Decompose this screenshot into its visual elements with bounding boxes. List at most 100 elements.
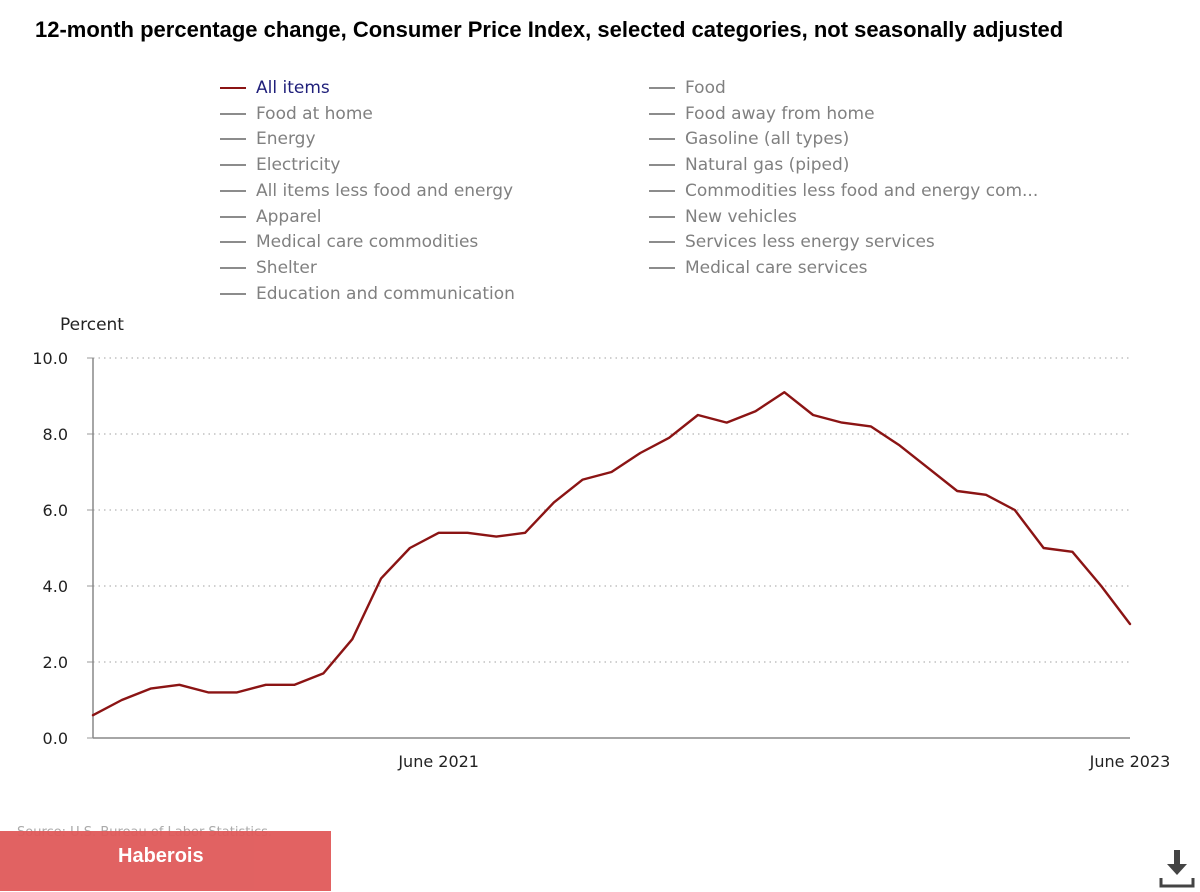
legend-swatch <box>220 189 246 192</box>
legend-label: Food away from home <box>685 103 875 124</box>
data-point <box>407 545 413 551</box>
legend-label: Education and communication <box>256 283 515 304</box>
legend-label: Natural gas (piped) <box>685 155 850 176</box>
legend-swatch <box>220 112 246 115</box>
data-point <box>925 465 931 471</box>
line-chart: 0.0 2.0 4.0 6.0 8.0 10.0 June 2021 June 2023 <box>32 349 1171 771</box>
legend-item[interactable]: Education and communication <box>220 282 515 306</box>
legend-label: Medical care services <box>685 257 868 278</box>
legend-swatch <box>220 138 246 141</box>
data-point <box>234 689 240 695</box>
legend-swatch <box>220 266 246 269</box>
data-point <box>263 682 269 688</box>
legend-item[interactable]: Apparel <box>220 205 321 229</box>
data-point <box>148 686 154 692</box>
brand-banner: Haberois <box>0 831 331 891</box>
legend-label: Medical care commodities <box>256 232 479 253</box>
data-point <box>753 408 759 414</box>
legend-label: Services less energy services <box>685 232 935 253</box>
legend-swatch <box>649 164 675 167</box>
legend-label: Commodities less food and energy com... <box>685 180 1039 201</box>
legend-item[interactable]: Shelter <box>220 256 317 280</box>
legend-label: New vehicles <box>685 206 797 227</box>
legend-label: All items less food and energy <box>256 180 514 201</box>
legend-swatch <box>649 241 675 244</box>
data-point <box>839 420 845 426</box>
legend-item[interactable]: All items <box>220 76 330 100</box>
legend-item[interactable]: Services less energy services <box>649 230 935 254</box>
legend-label: All items <box>256 78 330 98</box>
data-point <box>1069 549 1075 555</box>
legend-label: Food <box>685 78 726 98</box>
chart-title: 12-month percentage change, Consumer Pri… <box>35 17 1064 42</box>
legend-item[interactable]: Medical care commodities <box>220 230 478 254</box>
x-tick-label: June 2023 <box>1089 752 1171 771</box>
x-tick-label: June 2021 <box>397 752 479 771</box>
data-point <box>493 534 499 540</box>
data-point <box>90 712 96 718</box>
legend-swatch <box>649 266 675 269</box>
legend-label: Gasoline (all types) <box>685 129 850 150</box>
series-line-all-items <box>91 391 1132 717</box>
legend-item[interactable]: All items less food and energy <box>220 179 513 203</box>
data-point <box>378 575 384 581</box>
legend-swatch <box>649 215 675 218</box>
y-tick-label: 8.0 <box>43 425 68 444</box>
legend-swatch <box>220 241 246 244</box>
legend-swatch <box>220 164 246 167</box>
data-point <box>724 420 730 426</box>
legend-swatch <box>649 138 675 141</box>
data-point <box>522 530 528 536</box>
legend-item[interactable]: Food at home <box>220 102 373 126</box>
data-point <box>983 492 989 498</box>
legend-label: Shelter <box>256 257 317 278</box>
data-point <box>349 636 355 642</box>
data-point <box>868 423 874 429</box>
legend-item[interactable]: Electricity <box>220 153 340 177</box>
data-point <box>609 469 615 475</box>
legend-label: Food at home <box>256 103 373 124</box>
legend-swatch <box>220 87 246 89</box>
data-point <box>1127 621 1133 627</box>
legend-item[interactable]: Food <box>649 76 726 100</box>
data-point <box>464 530 470 536</box>
legend-item[interactable]: Commodities less food and energy com... <box>649 179 1038 203</box>
data-point <box>1098 583 1104 589</box>
y-tick-label: 4.0 <box>43 577 68 596</box>
data-point <box>666 435 672 441</box>
download-icon[interactable] <box>1158 848 1196 888</box>
legend-swatch <box>220 215 246 218</box>
data-point <box>205 689 211 695</box>
brand-label: Haberois <box>118 845 204 867</box>
data-point <box>1012 507 1018 513</box>
legend-swatch <box>649 112 675 115</box>
legend-label: Apparel <box>256 206 322 227</box>
legend-item[interactable]: Food away from home <box>649 102 875 126</box>
data-point <box>580 477 586 483</box>
legend-item[interactable]: Medical care services <box>649 256 868 280</box>
legend-label: Electricity <box>256 155 341 176</box>
legend-swatch <box>649 189 675 192</box>
data-point <box>810 412 816 418</box>
y-tick-label: 10.0 <box>32 349 68 368</box>
legend-item[interactable]: New vehicles <box>649 205 797 229</box>
y-axis-title: Percent <box>60 315 124 335</box>
data-point <box>119 697 125 703</box>
y-tick-label: 0.0 <box>43 729 68 748</box>
y-tick-label: 6.0 <box>43 501 68 520</box>
data-point <box>292 682 298 688</box>
data-point <box>897 442 903 448</box>
data-point <box>176 682 182 688</box>
data-point <box>1041 545 1047 551</box>
data-point <box>436 530 442 536</box>
data-point <box>320 670 326 676</box>
legend-item[interactable]: Natural gas (piped) <box>649 153 849 177</box>
data-point <box>695 412 701 418</box>
legend-swatch <box>649 87 675 89</box>
legend-item[interactable]: Energy <box>220 127 316 151</box>
legend-label: Energy <box>256 129 316 150</box>
y-tick-label: 2.0 <box>43 653 68 672</box>
legend-swatch <box>220 292 246 295</box>
data-point <box>551 499 557 505</box>
legend-item[interactable]: Gasoline (all types) <box>649 127 849 151</box>
